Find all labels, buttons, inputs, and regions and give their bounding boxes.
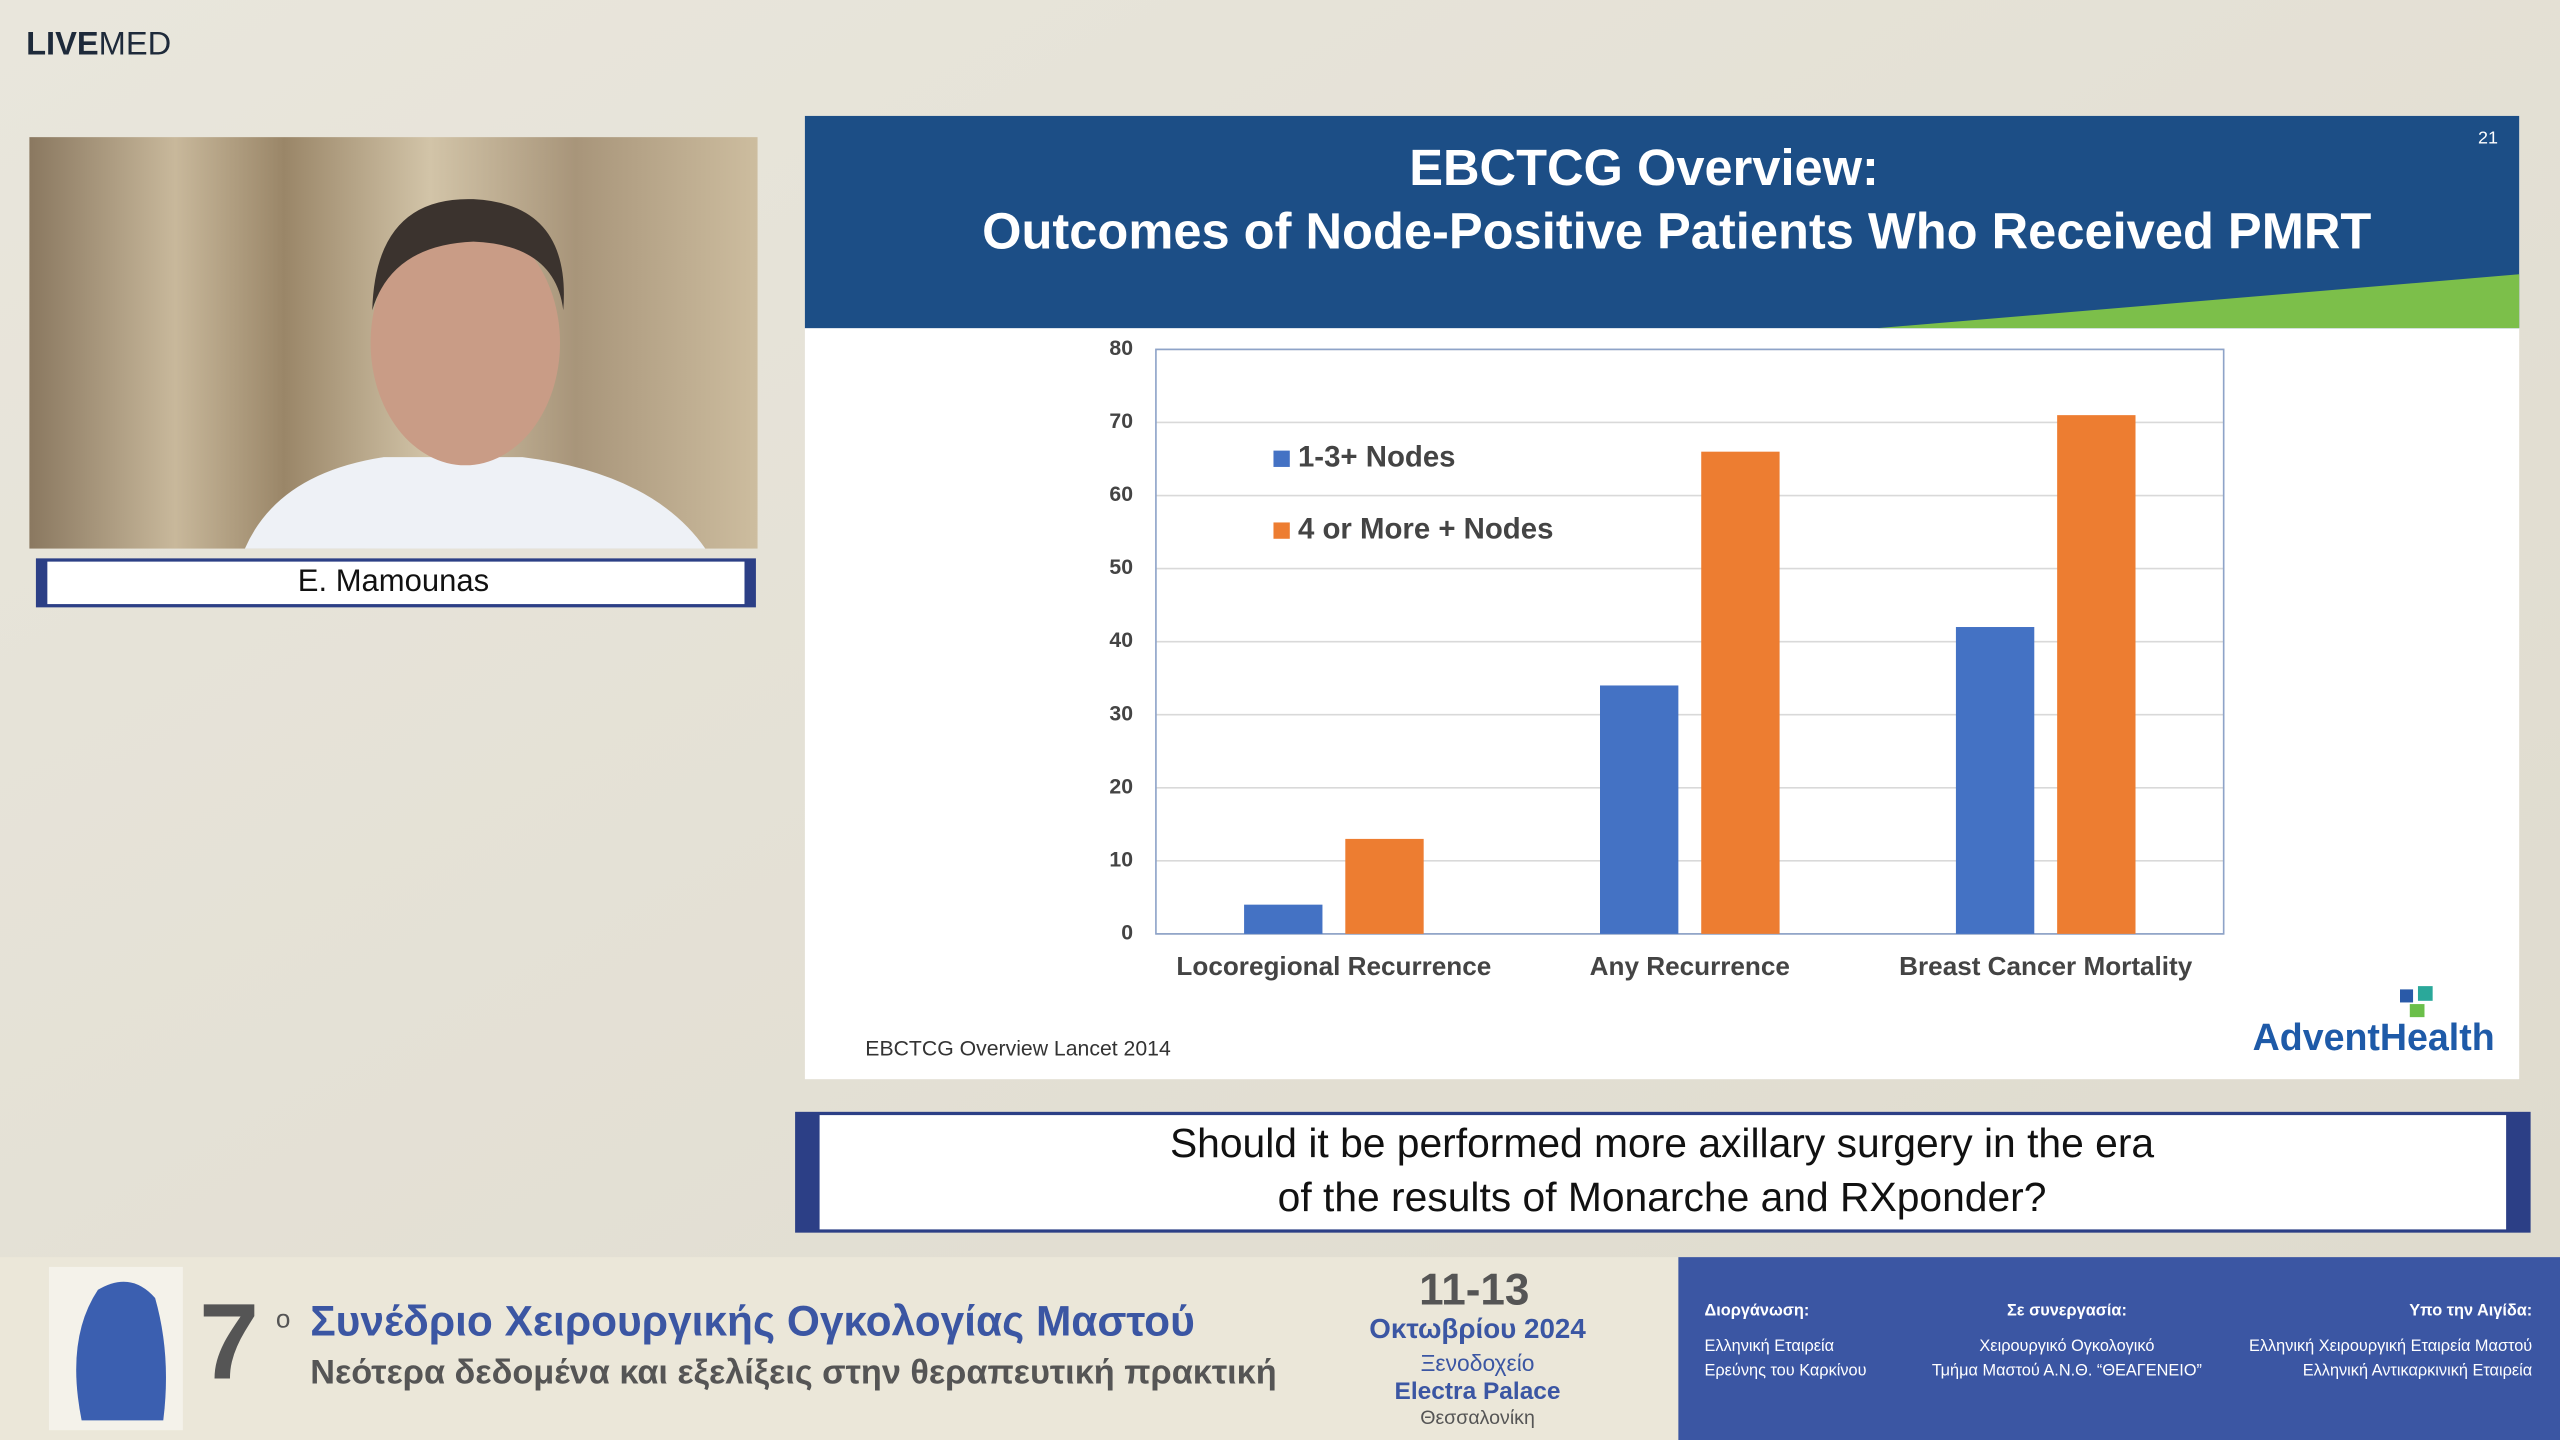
speaker-name: E. Mamounas (298, 563, 489, 598)
bar (1955, 627, 2035, 934)
banner-month: Οκτωβρίου 2024 (1369, 1313, 1586, 1344)
y-tick-label: 80 (1109, 337, 1133, 360)
x-tick-label: Any Recurrence (1590, 951, 1790, 981)
x-tick-label: Locoregional Recurrence (1176, 951, 1491, 981)
caption-line: Should it be performed more axillary sur… (1170, 1120, 2154, 1166)
edition-suffix: ο (276, 1304, 291, 1334)
chart: 0 10 20 30 40 50 60 70 80 Locoregional Recurrence… (1109, 337, 2225, 981)
banner-venue: Θεσσαλονίκη (1420, 1407, 1535, 1429)
partner-heading: Υπο την Αιγίδα: (2409, 1301, 2532, 1319)
x-tick-label: Breast Cancer Mortality (1899, 951, 2193, 981)
slide-header (804, 115, 2520, 329)
caption-box (819, 1115, 2507, 1230)
banner-right (1678, 1257, 2560, 1440)
plot-frame (1155, 348, 2225, 935)
event-logo-figure (76, 1281, 166, 1421)
legend-label: 4 or More + Nodes (1298, 512, 1553, 545)
y-tick-label: 70 (1109, 410, 1133, 433)
slide-number: 21 (2478, 128, 2498, 148)
brand-icon (2400, 986, 2433, 1018)
bar (1345, 838, 1424, 934)
speaker-face (370, 220, 560, 466)
bar (1701, 451, 1780, 934)
logo: LIVEMED (26, 24, 171, 61)
partner-heading: Διοργάνωση: (1704, 1301, 1809, 1319)
y-tick-label: 40 (1109, 629, 1133, 652)
bar (1244, 904, 1323, 934)
banner-left (0, 1257, 1679, 1440)
banner-venue: Ξενοδοχείο (1421, 1350, 1535, 1376)
caption-line: of the results of Monarche and RXponder? (1278, 1174, 2047, 1220)
partner-line: Ελληνική Εταιρεία (1704, 1337, 1834, 1355)
y-tick-label: 20 (1109, 775, 1133, 798)
speaker-shirt (244, 457, 706, 549)
bar (1600, 685, 1679, 934)
legend-swatch (1273, 522, 1290, 539)
y-tick-label: 60 (1109, 483, 1133, 506)
partner-line: Ελληνική Αντικαρκινική Εταιρεία (2303, 1362, 2532, 1380)
y-tick-label: 30 (1109, 702, 1133, 725)
slide-title: Outcomes of Node-Positive Patients Who R… (982, 202, 2371, 259)
y-tick-label: 50 (1109, 556, 1133, 579)
banner-title: Συνέδριο Χειρουργικής Ογκολογίας Μαστού (310, 1297, 1195, 1344)
speaker-hair (372, 199, 564, 311)
partner-heading: Σε συνεργασία: (2007, 1301, 2127, 1319)
y-tick-label: 10 (1109, 848, 1133, 871)
banner-dates: 11-13 (1419, 1266, 1529, 1315)
bar (2057, 415, 2136, 934)
partner-line: Τμήμα Μαστού Α.Ν.Θ. “ΘΕΑΓΕΝΕΙΟ” (1932, 1362, 2202, 1380)
partner-line: Ελληνική Χειρουργική Εταιρεία Μαστού (2249, 1337, 2532, 1355)
partner-line: Χειρουργικό Ογκολογικό (1979, 1337, 2154, 1355)
banner-subtitle: Νεότερα δεδομένα και εξελίξεις στην θερα… (310, 1354, 1277, 1392)
legend-swatch (1273, 450, 1290, 467)
y-tick-label: 0 (1121, 921, 1133, 944)
slide-title: EBCTCG Overview: (1409, 139, 1879, 196)
name-box (47, 561, 745, 605)
edition: 7 (199, 1281, 259, 1402)
legend-label: 1-3+ Nodes (1298, 441, 1456, 474)
brand: AdventHealth (2253, 1016, 2495, 1058)
banner-venue: Electra Palace (1395, 1378, 1561, 1405)
partner-line: Ερεύνης του Καρκίνου (1704, 1362, 1866, 1380)
slide-source: EBCTCG Overview Lancet 2014 (865, 1037, 1171, 1060)
